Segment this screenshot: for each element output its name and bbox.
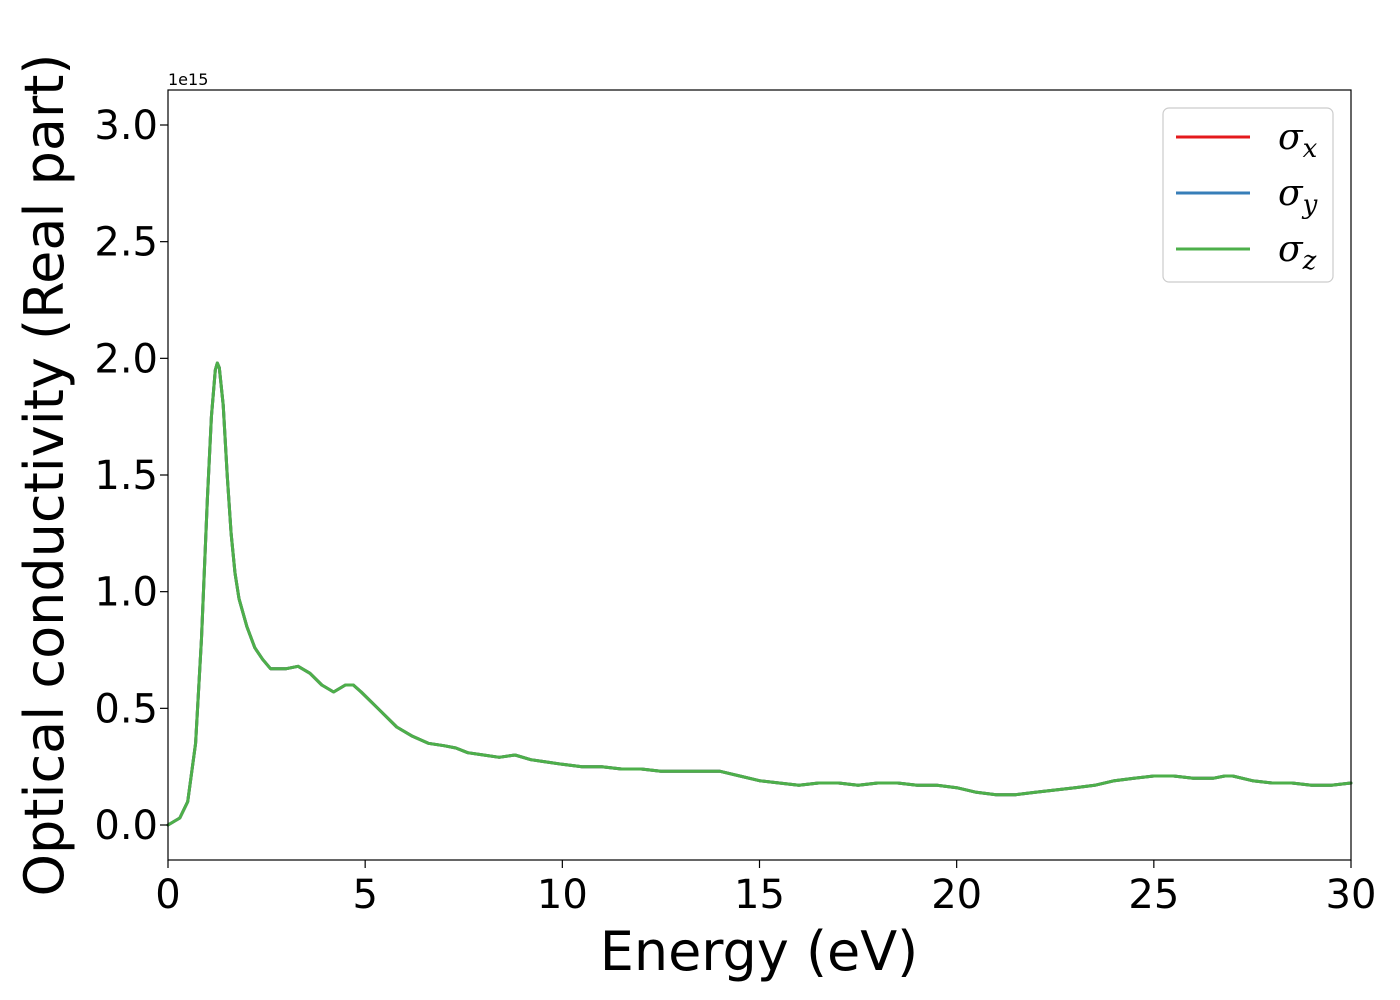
legend-label-sigma-x: σx bbox=[1278, 117, 1318, 164]
y-tick-label: 1.5 bbox=[94, 453, 158, 499]
y-tick-label: 3.0 bbox=[94, 103, 158, 149]
x-tick-label: 0 bbox=[155, 872, 180, 918]
y-tick-label: 2.0 bbox=[94, 336, 158, 382]
series-line-sigma-z bbox=[166, 361, 1353, 827]
series-layer bbox=[166, 361, 1353, 827]
y-tick-label: 2.5 bbox=[94, 220, 158, 266]
x-tick-label: 25 bbox=[1128, 872, 1179, 918]
x-axis-title: Energy (eV) bbox=[600, 920, 919, 983]
legend-box bbox=[1162, 107, 1334, 283]
legend-label-sigma-z: σz bbox=[1278, 229, 1317, 276]
y-axis-ticks: 0.0 0.5 1.0 1.5 2.0 2.5 3.0 bbox=[94, 103, 168, 849]
x-tick-label: 30 bbox=[1326, 872, 1377, 918]
legend: σx σy σz bbox=[1162, 107, 1334, 283]
y-tick-label: 1.0 bbox=[94, 570, 158, 616]
y-tick-label: 0.5 bbox=[94, 686, 158, 732]
x-tick-label: 15 bbox=[734, 872, 785, 918]
y-tick-label: 0.0 bbox=[94, 803, 158, 849]
y-axis-title: Optical conductivity (Real part) bbox=[13, 54, 76, 897]
x-tick-label: 20 bbox=[931, 872, 982, 918]
y-offset-label: 1e15 bbox=[168, 70, 208, 89]
legend-label-sigma-y: σy bbox=[1278, 173, 1318, 220]
x-axis-ticks: 0 5 10 15 20 25 30 bbox=[155, 860, 1376, 918]
x-tick-label: 5 bbox=[352, 872, 377, 918]
x-tick-label: 10 bbox=[537, 872, 588, 918]
